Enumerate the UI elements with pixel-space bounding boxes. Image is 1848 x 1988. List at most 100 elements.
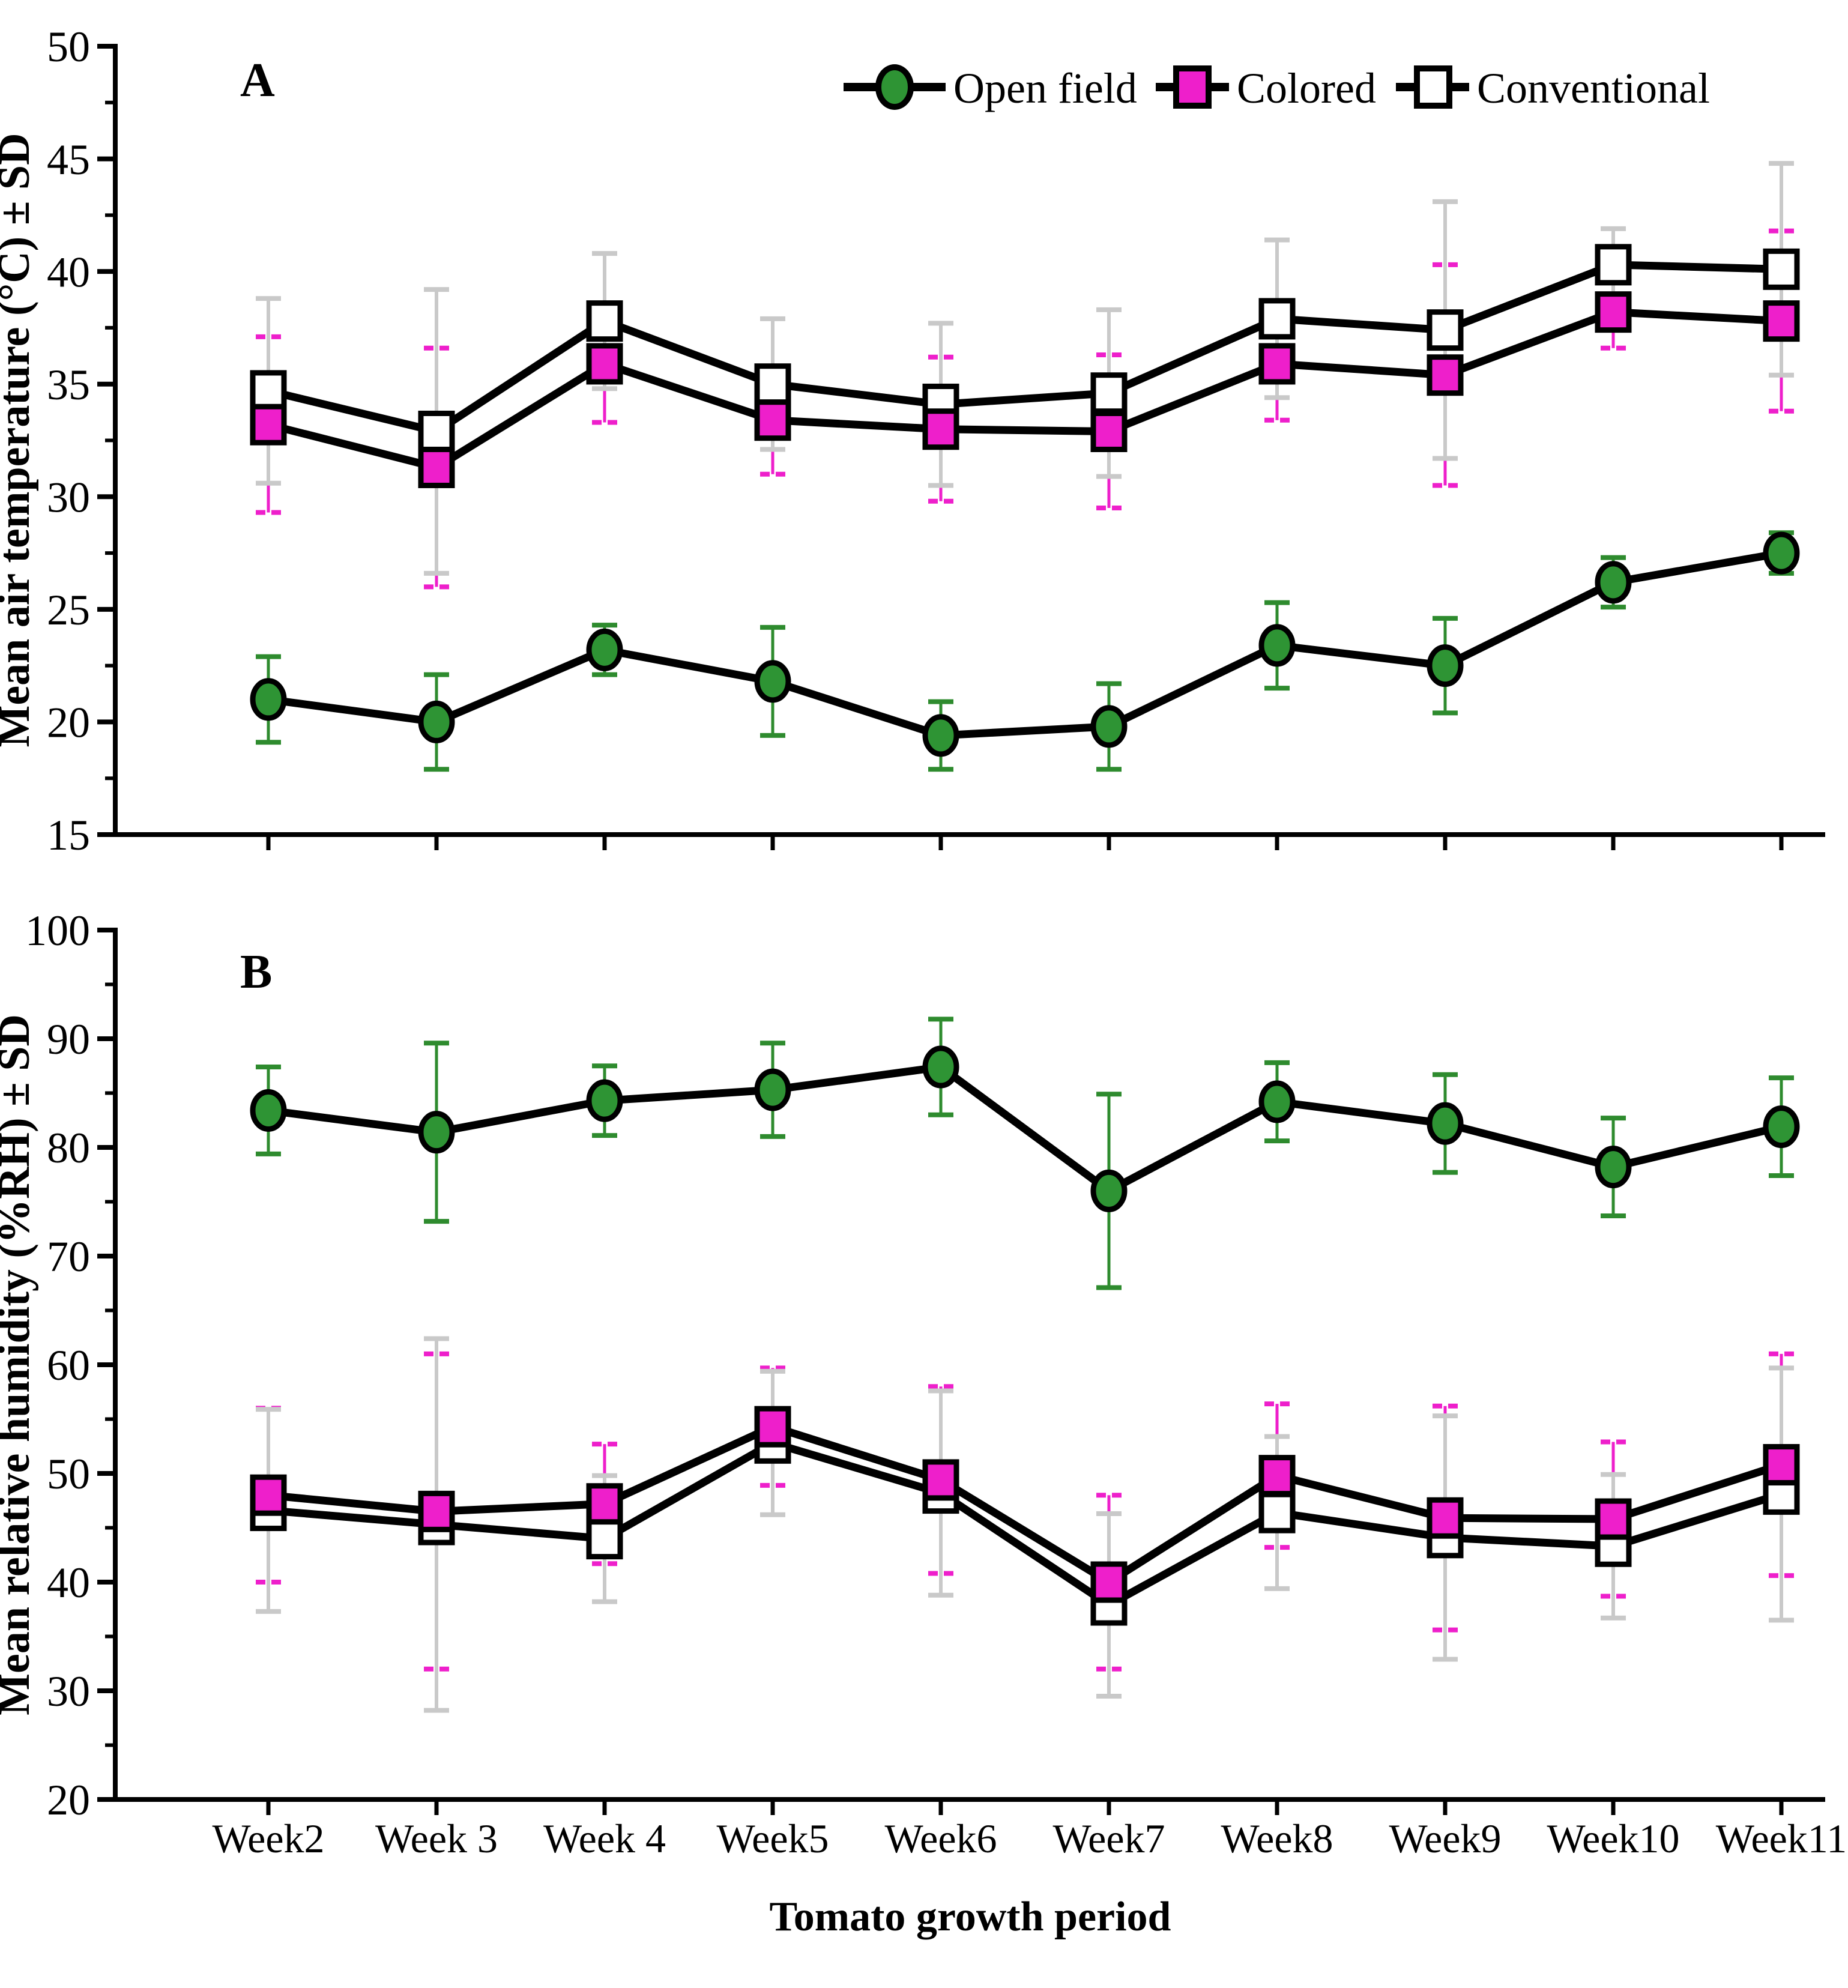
conventional-marker — [586, 300, 623, 342]
conventional-marker — [1595, 244, 1632, 286]
colored-marker — [754, 399, 791, 441]
conventional-marker — [1258, 298, 1296, 340]
colored-marker — [1427, 354, 1464, 396]
conventional-line — [267, 261, 1782, 436]
y-tick-label: 100 — [25, 907, 90, 955]
open-field-marker — [922, 714, 959, 757]
conventional-marker — [418, 410, 455, 452]
colored-marker — [1258, 1455, 1296, 1497]
open-field-marker — [418, 1111, 455, 1154]
panel-b-label: B — [240, 946, 272, 999]
colored-marker — [1763, 1444, 1800, 1486]
colored-marker — [1090, 410, 1128, 452]
y-tick-label: 90 — [47, 1015, 90, 1063]
y-tick-label: 50 — [47, 23, 90, 71]
y-tick-label: 30 — [47, 473, 90, 521]
panel-a-label: A — [240, 54, 275, 107]
colored-marker — [418, 447, 455, 489]
conventional-marker — [1090, 372, 1128, 414]
colored-marker — [418, 1490, 455, 1532]
conventional-marker — [1427, 309, 1464, 351]
open-field-line — [268, 1063, 1783, 1196]
y-tick-label: 15 — [47, 811, 90, 859]
open-field-marker — [1595, 561, 1632, 604]
colored-square-icon — [1173, 65, 1212, 109]
colored-marker — [1763, 300, 1800, 342]
open-field-marker — [250, 678, 287, 721]
colored-line — [267, 308, 1782, 472]
x-tick-label: Week5 — [716, 1816, 829, 1861]
panel-b: 20 30 40 50 60 70 80 90 100 — [25, 907, 1825, 1824]
x-axis-title: Tomato growth period — [770, 1894, 1171, 1940]
open-field-marker — [1595, 1146, 1632, 1189]
open-field-marker — [1427, 1102, 1464, 1145]
y-tick-label: 60 — [47, 1341, 90, 1389]
panel-a: 15 20 25 30 35 40 45 50 — [47, 23, 1825, 859]
y-tick-label: 80 — [47, 1124, 90, 1172]
conventional-marker — [1763, 248, 1800, 290]
colored-marker — [1258, 343, 1296, 385]
x-tick-label: Week10 — [1547, 1816, 1679, 1861]
colored-marker — [586, 343, 623, 385]
panel-a-y-axis-title: Mean air temperature (°C) ± SD — [0, 133, 39, 747]
y-tick-label: 40 — [47, 1559, 90, 1607]
y-tick-label: 20 — [47, 699, 90, 747]
conventional-marker — [1258, 1491, 1296, 1533]
open-field-marker — [1258, 624, 1296, 667]
open-field-marker — [586, 628, 623, 671]
y-tick-label: 20 — [47, 1776, 90, 1824]
colored-marker — [754, 1406, 791, 1448]
x-tick-label: Week 3 — [375, 1816, 498, 1861]
legend: Open field Colored Conventional — [844, 64, 1710, 112]
open-field-marker — [922, 1045, 959, 1089]
y-tick-label: 70 — [47, 1233, 90, 1281]
open-field-circle-icon — [875, 64, 914, 110]
colored-marker — [586, 1483, 623, 1525]
colored-marker — [1090, 1561, 1128, 1603]
open-field-marker — [1763, 1105, 1800, 1149]
colored-marker — [922, 408, 959, 450]
conventional-line — [268, 1439, 1783, 1610]
conventional-square-icon — [1414, 65, 1452, 109]
panel-b-y-axis-title: Mean relative humidity (%RH) ± SD — [0, 1014, 39, 1715]
legend-label-colored: Colored — [1237, 64, 1376, 112]
colored-marker — [250, 1474, 287, 1516]
legend-item-colored: Colored — [1156, 64, 1376, 112]
open-field-marker — [586, 1079, 623, 1122]
y-tick-label: 25 — [47, 586, 90, 634]
conventional-marker — [586, 1518, 623, 1560]
x-tick-label: Week7 — [1052, 1816, 1165, 1861]
open-field-marker — [754, 1068, 791, 1111]
open-field-marker — [250, 1089, 287, 1132]
open-field-marker — [418, 700, 455, 743]
x-tick-label: Week8 — [1221, 1816, 1333, 1861]
x-tick-label: Week 4 — [543, 1816, 666, 1861]
open-field-marker — [1763, 531, 1800, 575]
open-field-marker — [1090, 1169, 1128, 1212]
legend-label-open-field: Open field — [953, 64, 1137, 112]
colored-marker — [922, 1459, 959, 1501]
x-tick-label: Week11 — [1716, 1816, 1847, 1861]
open-field-marker — [1427, 644, 1464, 687]
chart-render-root: 15 20 25 30 35 40 45 50 20 30 40 50 60 70 80 90 100 Week2… — [25, 23, 1847, 1861]
x-tick-label: Week9 — [1389, 1816, 1501, 1861]
colored-line — [268, 1422, 1783, 1587]
open-field-marker — [754, 660, 791, 703]
conventional-marker — [250, 370, 287, 412]
legend-item-open-field: Open field — [844, 64, 1137, 112]
legend-item-conventional: Conventional — [1396, 64, 1710, 112]
colored-marker — [1595, 1498, 1632, 1540]
colored-marker — [250, 403, 287, 446]
x-tick-label: Week6 — [884, 1816, 997, 1861]
colored-marker — [1427, 1497, 1464, 1539]
open-field-marker — [1090, 705, 1128, 748]
colored-marker — [1595, 291, 1632, 333]
conventional-marker — [754, 363, 791, 405]
open-field-marker — [1258, 1080, 1296, 1123]
y-tick-label: 50 — [47, 1450, 90, 1498]
y-tick-label: 30 — [47, 1667, 90, 1715]
legend-label-conventional: Conventional — [1477, 64, 1710, 112]
y-tick-label: 45 — [47, 136, 90, 184]
